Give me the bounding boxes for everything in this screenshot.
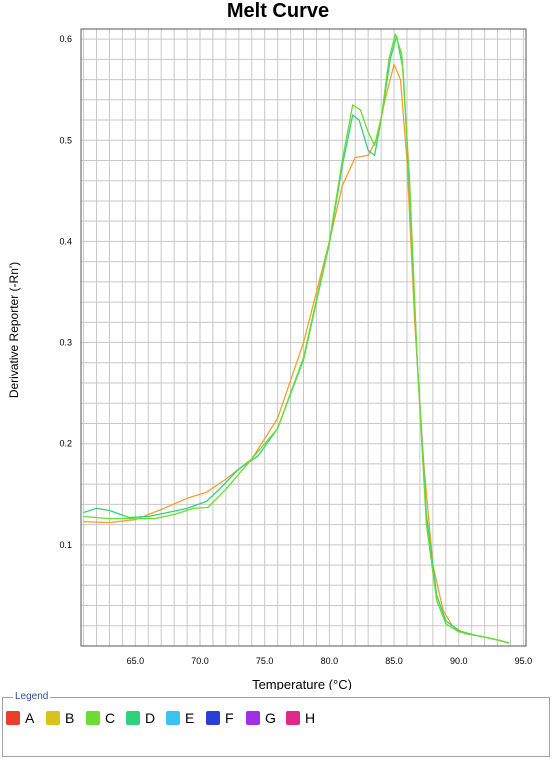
legend-item-h: H: [286, 709, 326, 727]
melt-curve-series-2: [83, 35, 510, 644]
legend-swatch: [46, 711, 60, 725]
y-axis-ticks: 0.1 0.2 0.3 0.4 0.5 0.6: [59, 34, 72, 550]
y-axis-label: Derivative Reporter (-Rn'): [7, 262, 21, 398]
legend-item-d: D: [126, 709, 166, 727]
x-tick-label: 80.0: [321, 656, 339, 666]
legend-swatch: [206, 711, 220, 725]
legend-items: A B C D E F G H: [6, 709, 326, 727]
y-tick-label: 0.6: [59, 34, 72, 44]
legend-panel: Legend A B C D E F G H: [2, 690, 550, 757]
x-tick-label: 95.0: [515, 656, 533, 666]
legend-label: C: [105, 710, 116, 726]
x-tick-label: 75.0: [256, 656, 274, 666]
y-tick-label: 0.1: [59, 540, 72, 550]
y-tick-label: 0.4: [59, 236, 72, 246]
y-tick-label: 0.2: [59, 439, 72, 449]
legend-swatch: [166, 711, 180, 725]
plot-grid: [81, 29, 526, 646]
legend-label: A: [25, 710, 35, 726]
legend-item-a: A: [6, 709, 46, 727]
x-tick-label: 90.0: [450, 656, 468, 666]
melt-curve-chart: Melt Curve 65.0 70.0 75.0 80.0 85.0 90.0 95.0 …: [7, 0, 533, 690]
legend-title: Legend: [13, 690, 51, 704]
melt-curve-series-1: [83, 63, 510, 644]
legend-item-f: F: [206, 709, 246, 727]
legend-label: F: [225, 710, 234, 726]
y-tick-label: 0.5: [59, 135, 72, 145]
legend-item-c: C: [86, 709, 126, 727]
x-tick-label: 85.0: [385, 656, 403, 666]
legend-swatch: [126, 711, 140, 725]
legend-swatch: [86, 711, 100, 725]
legend-item-b: B: [46, 709, 86, 727]
x-tick-label: 70.0: [191, 656, 209, 666]
x-axis-ticks: 65.0 70.0 75.0 80.0 85.0 90.0 95.0: [127, 656, 533, 666]
legend-swatch: [246, 711, 260, 725]
x-axis-label: Temperature (°C): [252, 677, 352, 690]
legend-item-g: G: [246, 709, 286, 727]
chart-title: Melt Curve: [227, 0, 329, 22]
plot-frame: [80, 28, 527, 647]
x-tick-label: 65.0: [127, 656, 145, 666]
legend-swatch: [286, 711, 300, 725]
legend-label: E: [185, 710, 195, 726]
legend-swatch: [6, 711, 20, 725]
y-tick-label: 0.3: [59, 338, 72, 348]
melt-curve-series-3: [83, 33, 510, 644]
legend-label: G: [265, 710, 276, 726]
legend-label: H: [305, 710, 316, 726]
legend-label: D: [145, 710, 156, 726]
legend-label: B: [65, 710, 75, 726]
legend-item-e: E: [166, 709, 206, 727]
plot-series: [83, 33, 510, 644]
